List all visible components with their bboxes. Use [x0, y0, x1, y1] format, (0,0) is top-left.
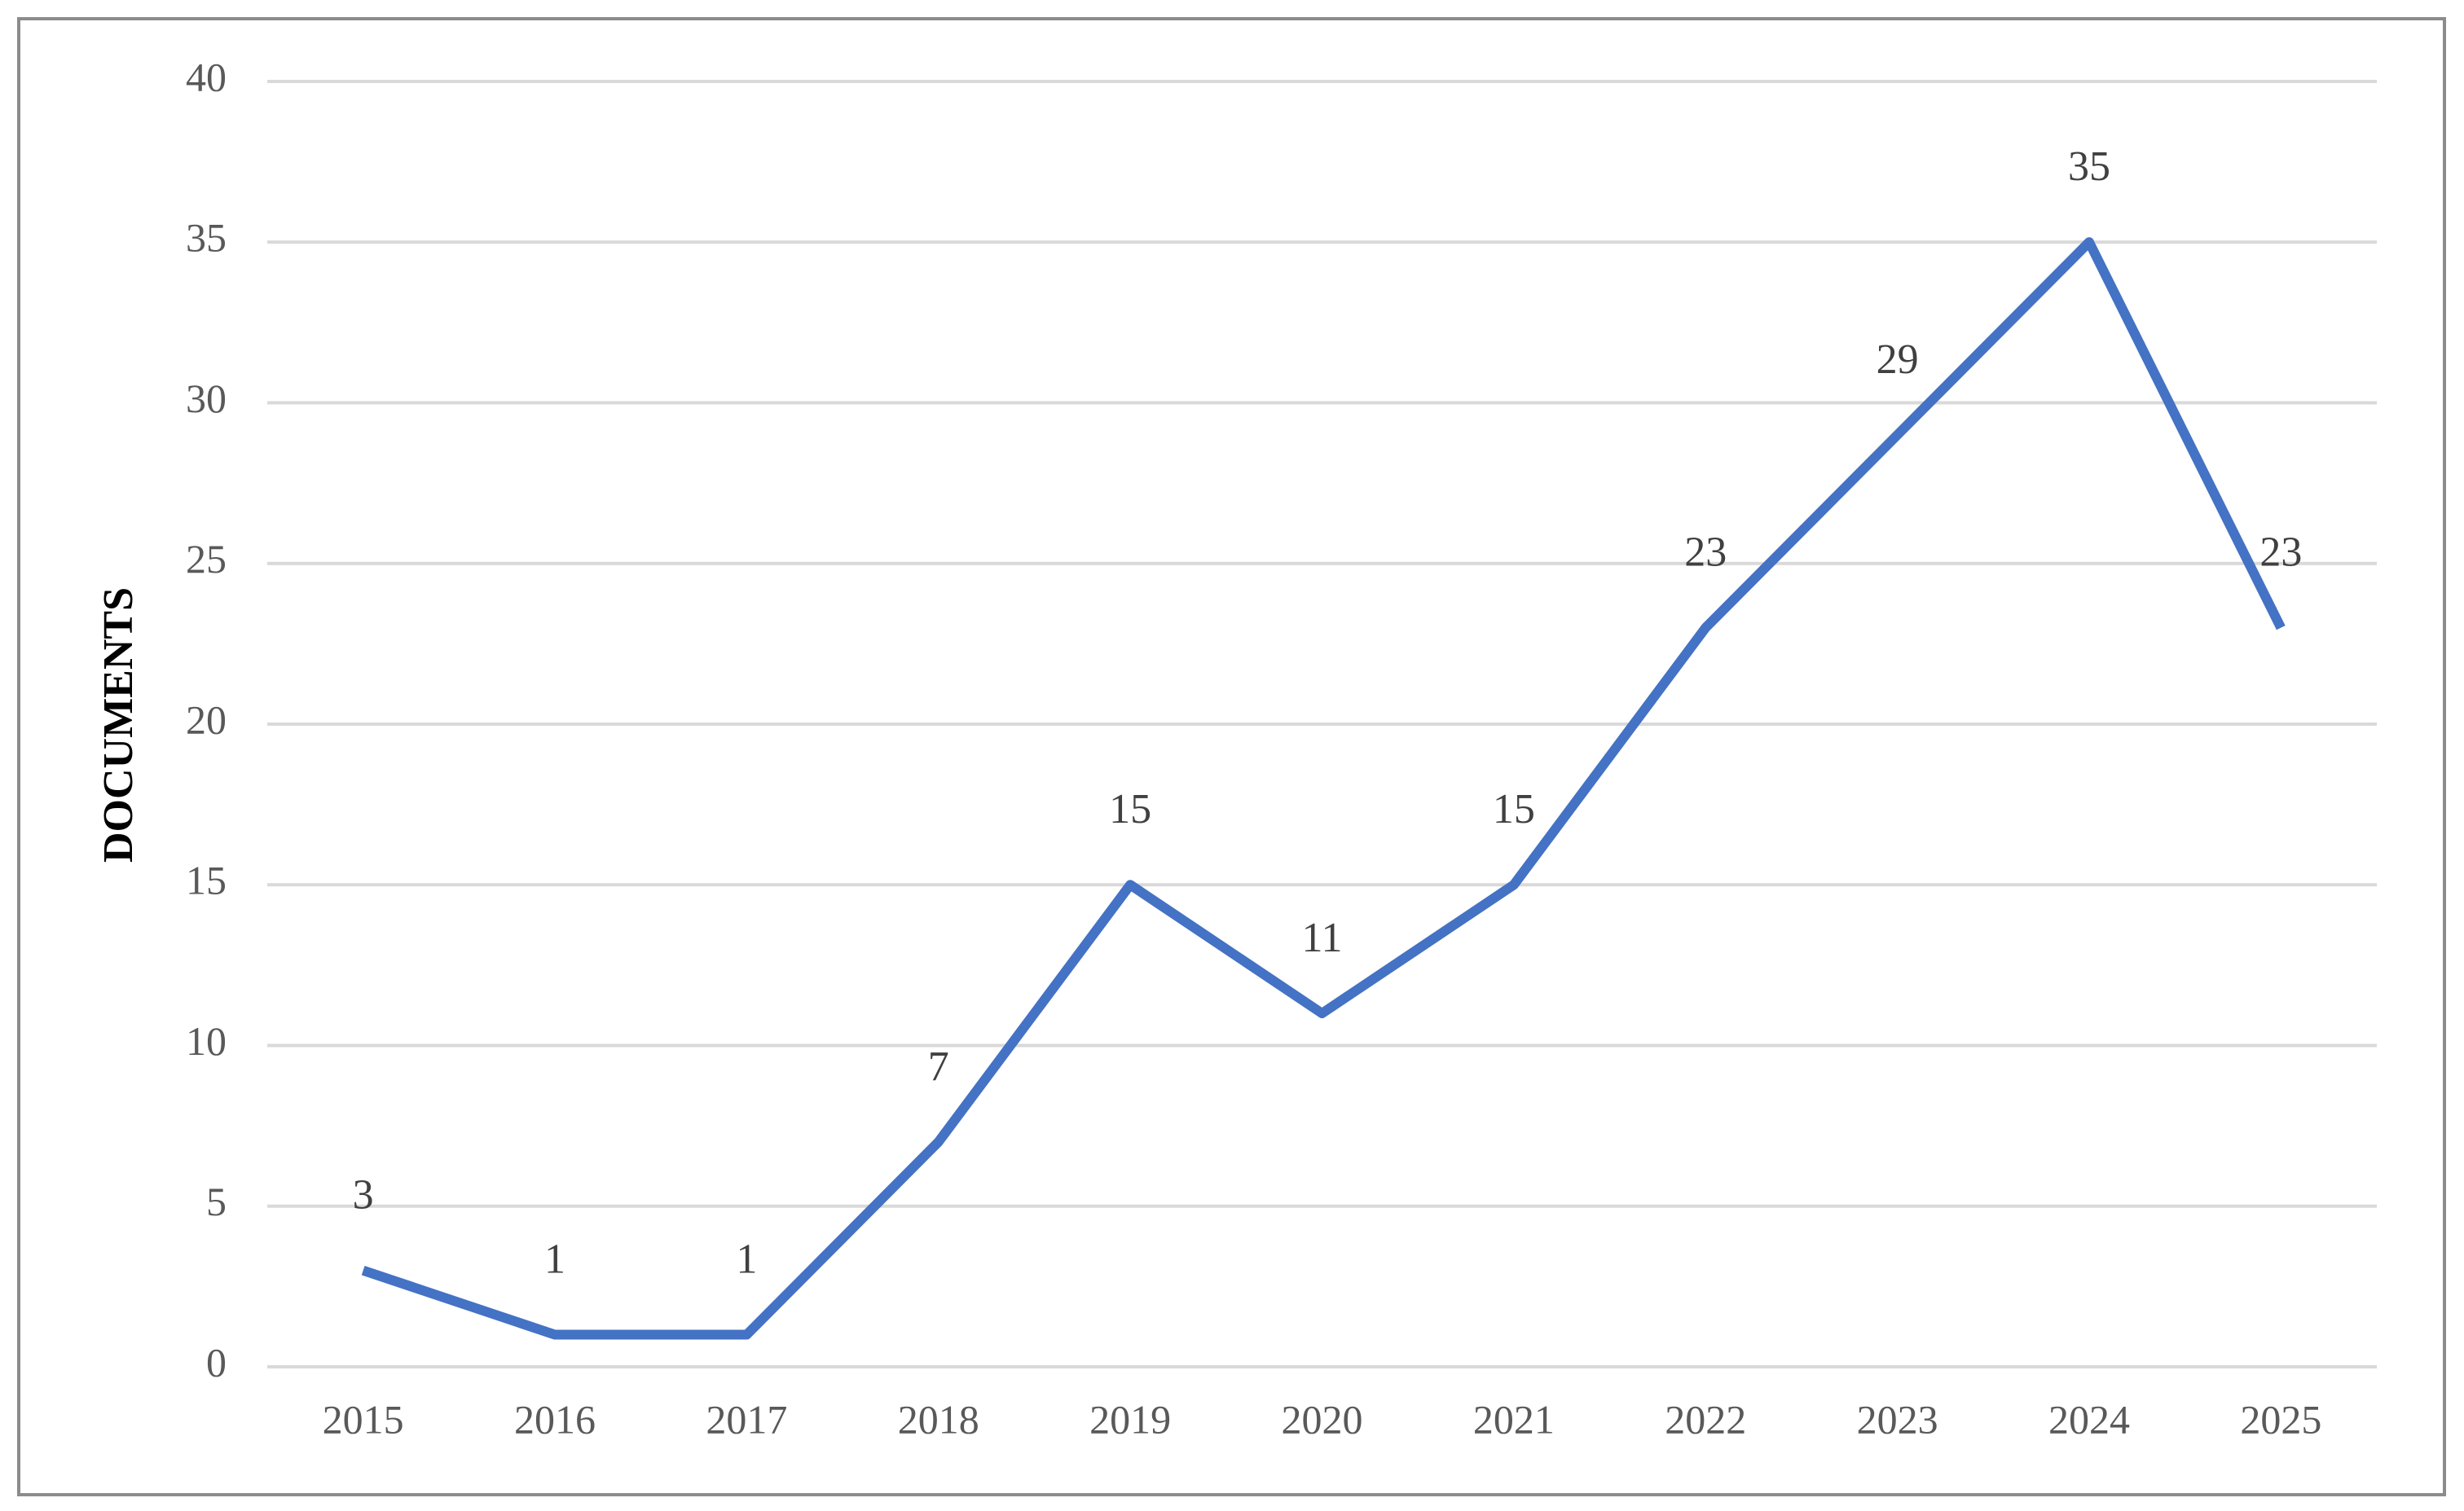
- y-tick-label: 25: [186, 536, 227, 582]
- data-label: 23: [2259, 529, 2302, 576]
- x-tick-label: 2018: [898, 1396, 979, 1442]
- x-tick-label: 2017: [706, 1396, 787, 1442]
- x-tick-label: 2022: [1665, 1396, 1746, 1442]
- y-tick-label: 10: [186, 1018, 227, 1064]
- y-tick-label: 0: [206, 1339, 227, 1385]
- data-label: 29: [1877, 336, 1919, 383]
- data-label: 7: [928, 1043, 949, 1090]
- data-label: 23: [1684, 529, 1727, 576]
- x-tick-label: 2020: [1282, 1396, 1363, 1442]
- data-line: [361, 237, 2286, 1340]
- data-label: 35: [2068, 143, 2110, 190]
- y-tick-label: 35: [186, 215, 227, 261]
- x-tick-label: 2016: [514, 1396, 596, 1442]
- y-tick-label: 15: [186, 858, 227, 903]
- x-tick-label: 2015: [323, 1396, 404, 1442]
- data-label: 11: [1301, 915, 1342, 961]
- x-tick-label: 2021: [1473, 1396, 1555, 1442]
- y-axis-label: DOCUMENTS: [95, 587, 142, 863]
- data-label: 15: [1109, 786, 1151, 832]
- y-tick-label: 20: [186, 696, 227, 742]
- y-tick-label: 40: [186, 54, 227, 99]
- x-tick-label: 2019: [1089, 1396, 1171, 1442]
- y-tick-label: 5: [206, 1179, 227, 1224]
- data-label: 15: [1493, 786, 1535, 832]
- data-label: 1: [544, 1236, 565, 1282]
- y-tick-label: 30: [186, 376, 227, 421]
- chart-frame: [17, 17, 2446, 1496]
- x-tick-label: 2024: [2048, 1396, 2130, 1442]
- data-label: 1: [736, 1236, 757, 1282]
- x-tick-label: 2025: [2240, 1396, 2321, 1442]
- data-label: 3: [353, 1172, 374, 1219]
- x-tick-label: 2023: [1857, 1396, 1938, 1442]
